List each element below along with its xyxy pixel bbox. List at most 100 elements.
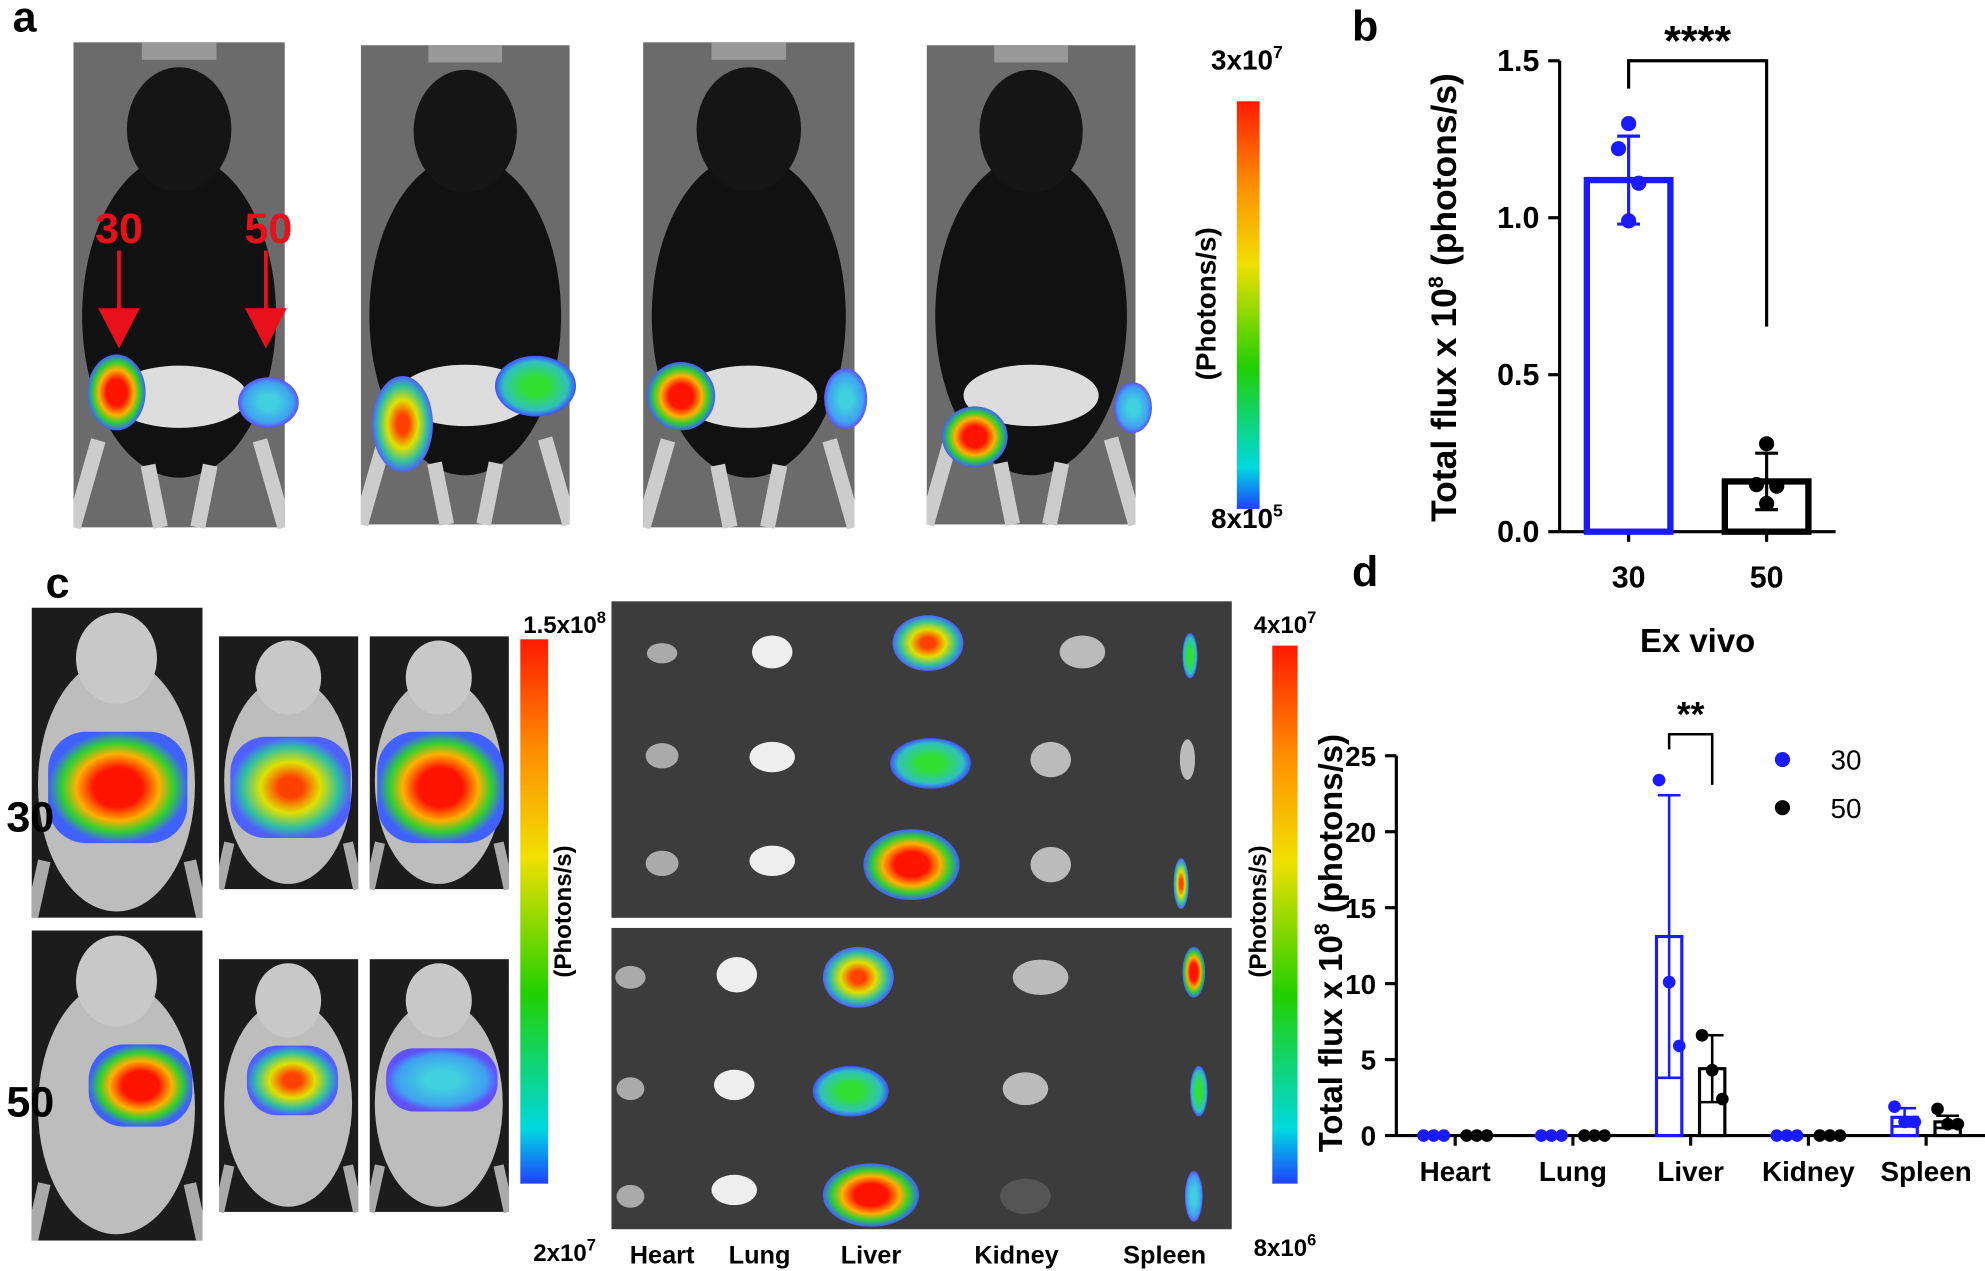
data-point [1470,1129,1484,1142]
panel-c-text: 30 50 1.5x108 2x107 (Photons/s) 4x107 8x… [6,609,1316,1270]
panel-c-images [716,957,758,993]
panel-c-images [32,601,1232,1240]
data-point [1951,1117,1965,1131]
data-point [1662,975,1676,989]
panel-c-images [1182,946,1206,998]
colorbar-min: 8x10 [1254,1235,1308,1262]
panel-c-images [889,738,971,789]
data-point [1705,1063,1719,1077]
data-point [1748,477,1765,493]
data-point [1480,1129,1494,1142]
colorbar-unit: (Photons/s) [1190,227,1221,380]
panel-c-images [1184,1170,1203,1222]
data-point [1460,1129,1473,1142]
significance-bracket [1667,732,1714,785]
panel-c-images [1189,1065,1208,1117]
data-point [1790,1129,1804,1142]
colorbar-max: 4x107 [1254,609,1317,639]
colorbar-min: 6 [1307,1232,1316,1250]
data-point [1534,1129,1548,1142]
x-tick-label: Heart [1420,1156,1491,1187]
data-point [1769,478,1785,494]
significance: ** [1677,695,1705,735]
data-point [1931,1102,1944,1116]
panel-c-images [1173,858,1189,909]
panel-a-images [643,42,854,527]
y-axis-label: (photons/s) [1312,734,1349,913]
panel-c-images [812,1065,889,1117]
panel-c-images [616,1077,645,1101]
row-label: 30 [6,794,54,842]
organ-label: Liver [841,1241,902,1269]
panel-a-images [73,42,1153,527]
y-tick-label: 15 [1345,893,1376,924]
panel-a-images [941,406,1008,468]
data-point [1941,1117,1954,1131]
y-axis-label: Total flux x 10 [1312,935,1349,1152]
data-point [1823,1129,1837,1142]
data-point [1813,1129,1827,1142]
panel-c-images [615,965,646,989]
significance-bracket [1627,59,1769,327]
panel-c-text [520,639,549,1184]
panel-c-images [751,635,793,669]
y-tick-label: 0.0 [1497,515,1539,549]
panel-c-images [822,946,894,1008]
panel-label: c [46,560,70,608]
panel-c-images [646,643,678,664]
organ-label: Spleen [1123,1241,1206,1269]
panel-c-images [711,1174,758,1206]
panel-c-images [1012,959,1069,996]
data-point [1898,1115,1911,1129]
colorbar-max: 8 [597,609,606,627]
panel-labels: a b c d [13,0,1379,608]
data-point [1588,1129,1601,1142]
panel-label: b [1352,3,1378,51]
panel-c-images [713,1069,755,1101]
x-tick-label: Liver [1657,1156,1724,1187]
annotations: 30 50 [95,205,292,349]
colorbar-min: 2x107 [533,1237,596,1267]
panel-c-images [88,1044,193,1127]
data-point [1610,141,1627,157]
panel-c-images [1030,741,1071,778]
y-axis-label: 8 [1424,276,1448,288]
y-tick-label: 10 [1345,969,1376,1000]
panel-c-images [822,1163,920,1227]
y-tick-label: 0.5 [1497,358,1539,392]
colorbar-min: 2x10 [533,1240,587,1267]
row-label: 50 [6,1079,54,1127]
panel-c-images [863,829,960,901]
colorbar-min: 8x105 [1211,501,1283,534]
data-point [1577,1129,1591,1142]
panel-c-images [48,731,188,844]
data-point [1621,213,1637,229]
y-tick-label: 1.5 [1497,44,1539,78]
colorbar-min: 5 [1273,501,1283,521]
y-tick-label: 0 [1361,1121,1377,1152]
panel-a-images [372,375,433,473]
legend-marker [1774,751,1791,768]
panel-c-images [1002,1072,1049,1106]
data-point [1888,1100,1901,1114]
panel-c-images [1030,846,1071,883]
panel-c-images [386,1048,498,1112]
data-point [1427,1129,1441,1142]
x-axis-label: Ex vivo [1640,622,1755,659]
y-axis-label: Total flux x 108 (photons/s) [1424,73,1464,522]
data-point [1437,1129,1451,1142]
panel-c-images [1182,632,1198,679]
annotation: 30 [95,205,143,253]
data-point [1770,1129,1784,1142]
data-point [1759,436,1775,452]
panel-c-images [1000,1178,1051,1215]
colorbar-min: 8x10 [1211,503,1273,534]
colorbar-unit: (Photons/s) [550,845,577,977]
data-point [1545,1129,1558,1142]
data-point [1598,1129,1611,1142]
panel-c-images [377,731,504,844]
colorbar-max: 3x10 [1211,45,1273,76]
panel-a-images [494,355,577,417]
